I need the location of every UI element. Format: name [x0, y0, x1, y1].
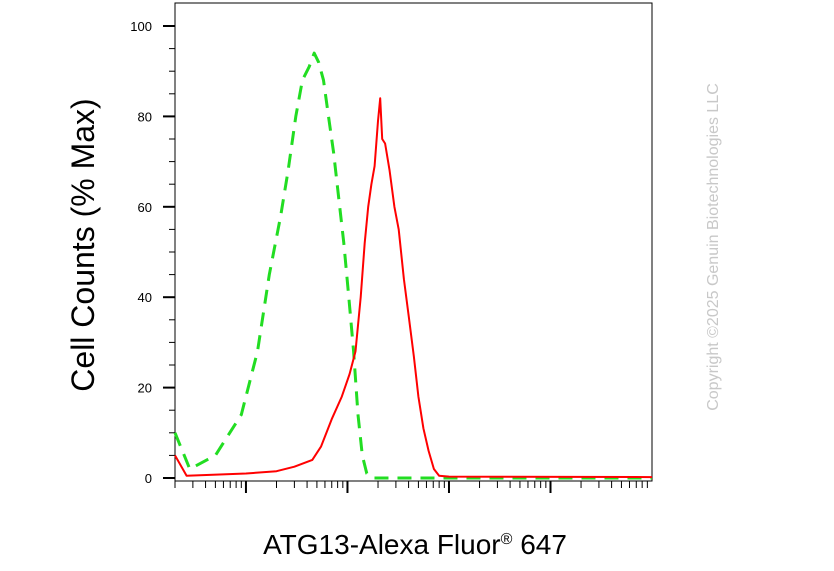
- y-tick-label: 80: [138, 109, 152, 124]
- series-layer: [173, 51, 653, 480]
- y-tick-label: 60: [138, 200, 152, 215]
- y-tick-label: 40: [138, 290, 152, 305]
- x-axis: [174, 481, 648, 493]
- plot-frame: [174, 2, 653, 482]
- x-axis-title: ATG13-Alexa Fluor® 647: [263, 529, 567, 560]
- y-tick-label: 100: [130, 19, 152, 34]
- x-axis-title-suffix: 647: [512, 529, 567, 560]
- plot-border: [174, 2, 653, 482]
- copyright-watermark: Copyright ©2025 Genuin Biotechnologies L…: [705, 83, 722, 411]
- control-histogram-line: [173, 51, 652, 480]
- y-tick-label: 0: [145, 471, 152, 486]
- y-axis: 0 20 40 60 80 100: [130, 19, 175, 486]
- y-tick-label: 20: [138, 381, 152, 396]
- x-axis-title-mark: ®: [501, 531, 513, 548]
- y-axis-title: Cell Counts (% Max): [65, 98, 101, 391]
- sample-histogram-line: [174, 97, 653, 479]
- x-axis-title-main: ATG13-Alexa Fluor: [263, 529, 501, 560]
